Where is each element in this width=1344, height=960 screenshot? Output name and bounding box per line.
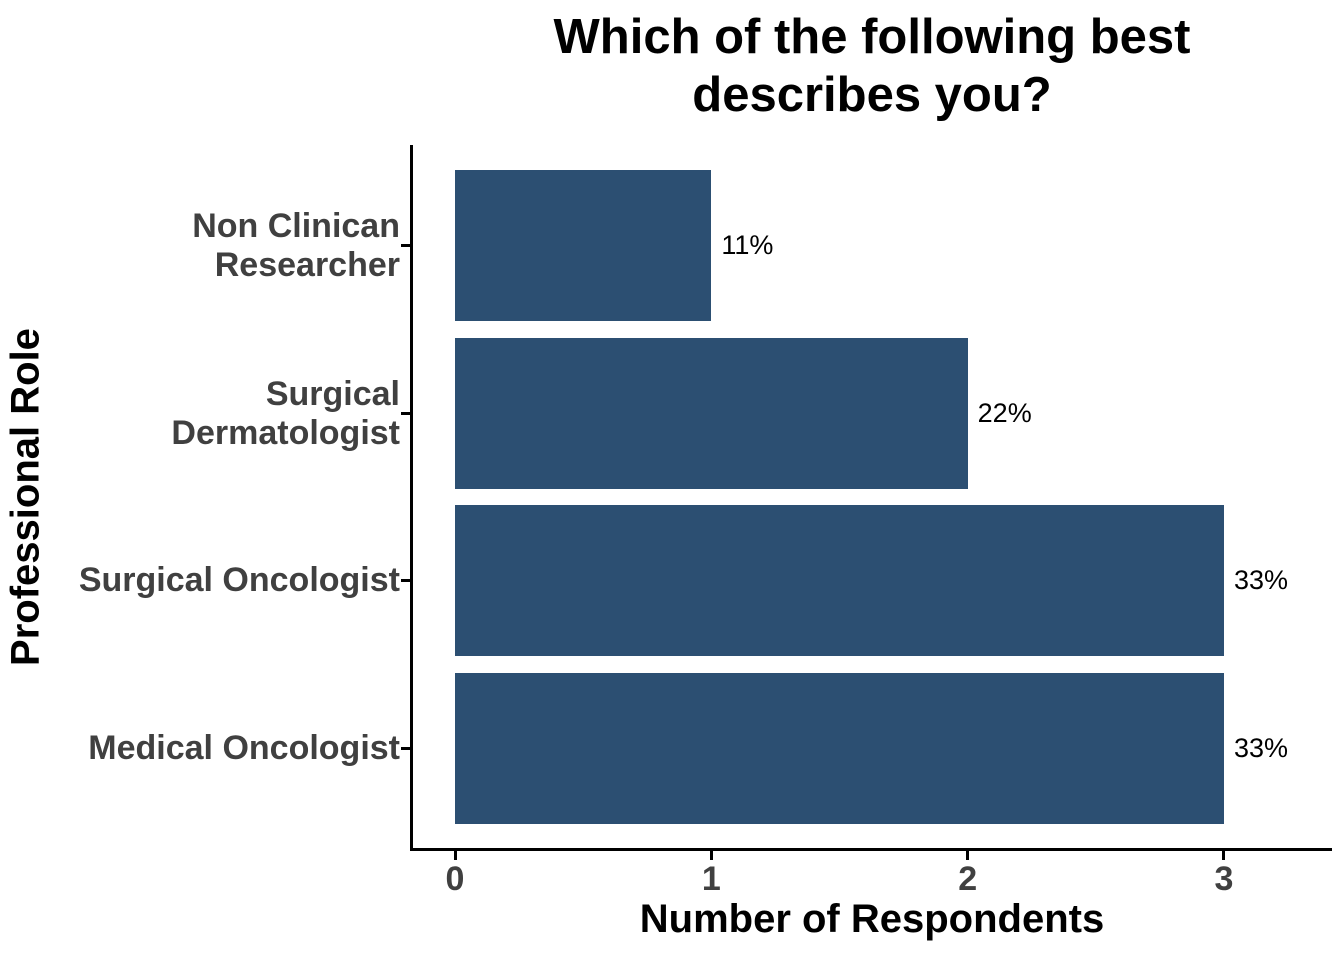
x-axis-tick-label: 2 xyxy=(958,860,978,898)
y-axis-category-label-text: Surgical Dermatologist xyxy=(171,374,400,452)
chart-title: Which of the following best describes yo… xyxy=(392,8,1344,124)
x-axis-tick-label: 1 xyxy=(701,860,721,898)
bar xyxy=(455,673,1224,824)
bar xyxy=(455,170,712,321)
y-axis-category-label: Surgical Oncologist xyxy=(0,505,400,656)
y-axis-category-label: Non Clinican Researcher xyxy=(0,170,400,321)
y-axis-category-label-text: Non Clinican Researcher xyxy=(192,206,400,284)
x-axis-tick-label: 3 xyxy=(1214,860,1234,898)
x-axis-tick xyxy=(709,851,713,860)
y-axis-tick xyxy=(401,412,411,415)
bar-value-label: 11% xyxy=(721,230,774,260)
y-axis-tick xyxy=(401,579,411,582)
bar-value-label: 22% xyxy=(977,398,1032,428)
x-axis-tick-label: 0 xyxy=(445,860,465,898)
y-axis-category-label: Medical Oncologist xyxy=(0,673,400,824)
x-axis-line xyxy=(410,848,1332,851)
y-axis-category-label-text: Surgical Oncologist xyxy=(78,561,400,599)
bar-value-label: 33% xyxy=(1233,565,1289,595)
y-axis-line xyxy=(410,145,413,851)
x-axis-tick xyxy=(966,851,970,860)
y-axis-category-label: Surgical Dermatologist xyxy=(0,338,400,489)
x-axis-tick xyxy=(453,851,457,860)
chart-title-line1: Which of the following best xyxy=(553,10,1191,64)
y-axis-category-label-text: Medical Oncologist xyxy=(88,729,400,767)
bar xyxy=(455,505,1224,656)
bar xyxy=(455,338,968,489)
y-axis-tick xyxy=(401,244,411,247)
y-axis-tick xyxy=(401,747,411,750)
chart-title-line2: describes you? xyxy=(692,68,1052,122)
x-axis-title: Number of Respondents xyxy=(639,897,1105,941)
bar-value-label: 33% xyxy=(1233,733,1289,763)
x-axis-tick xyxy=(1222,851,1226,860)
